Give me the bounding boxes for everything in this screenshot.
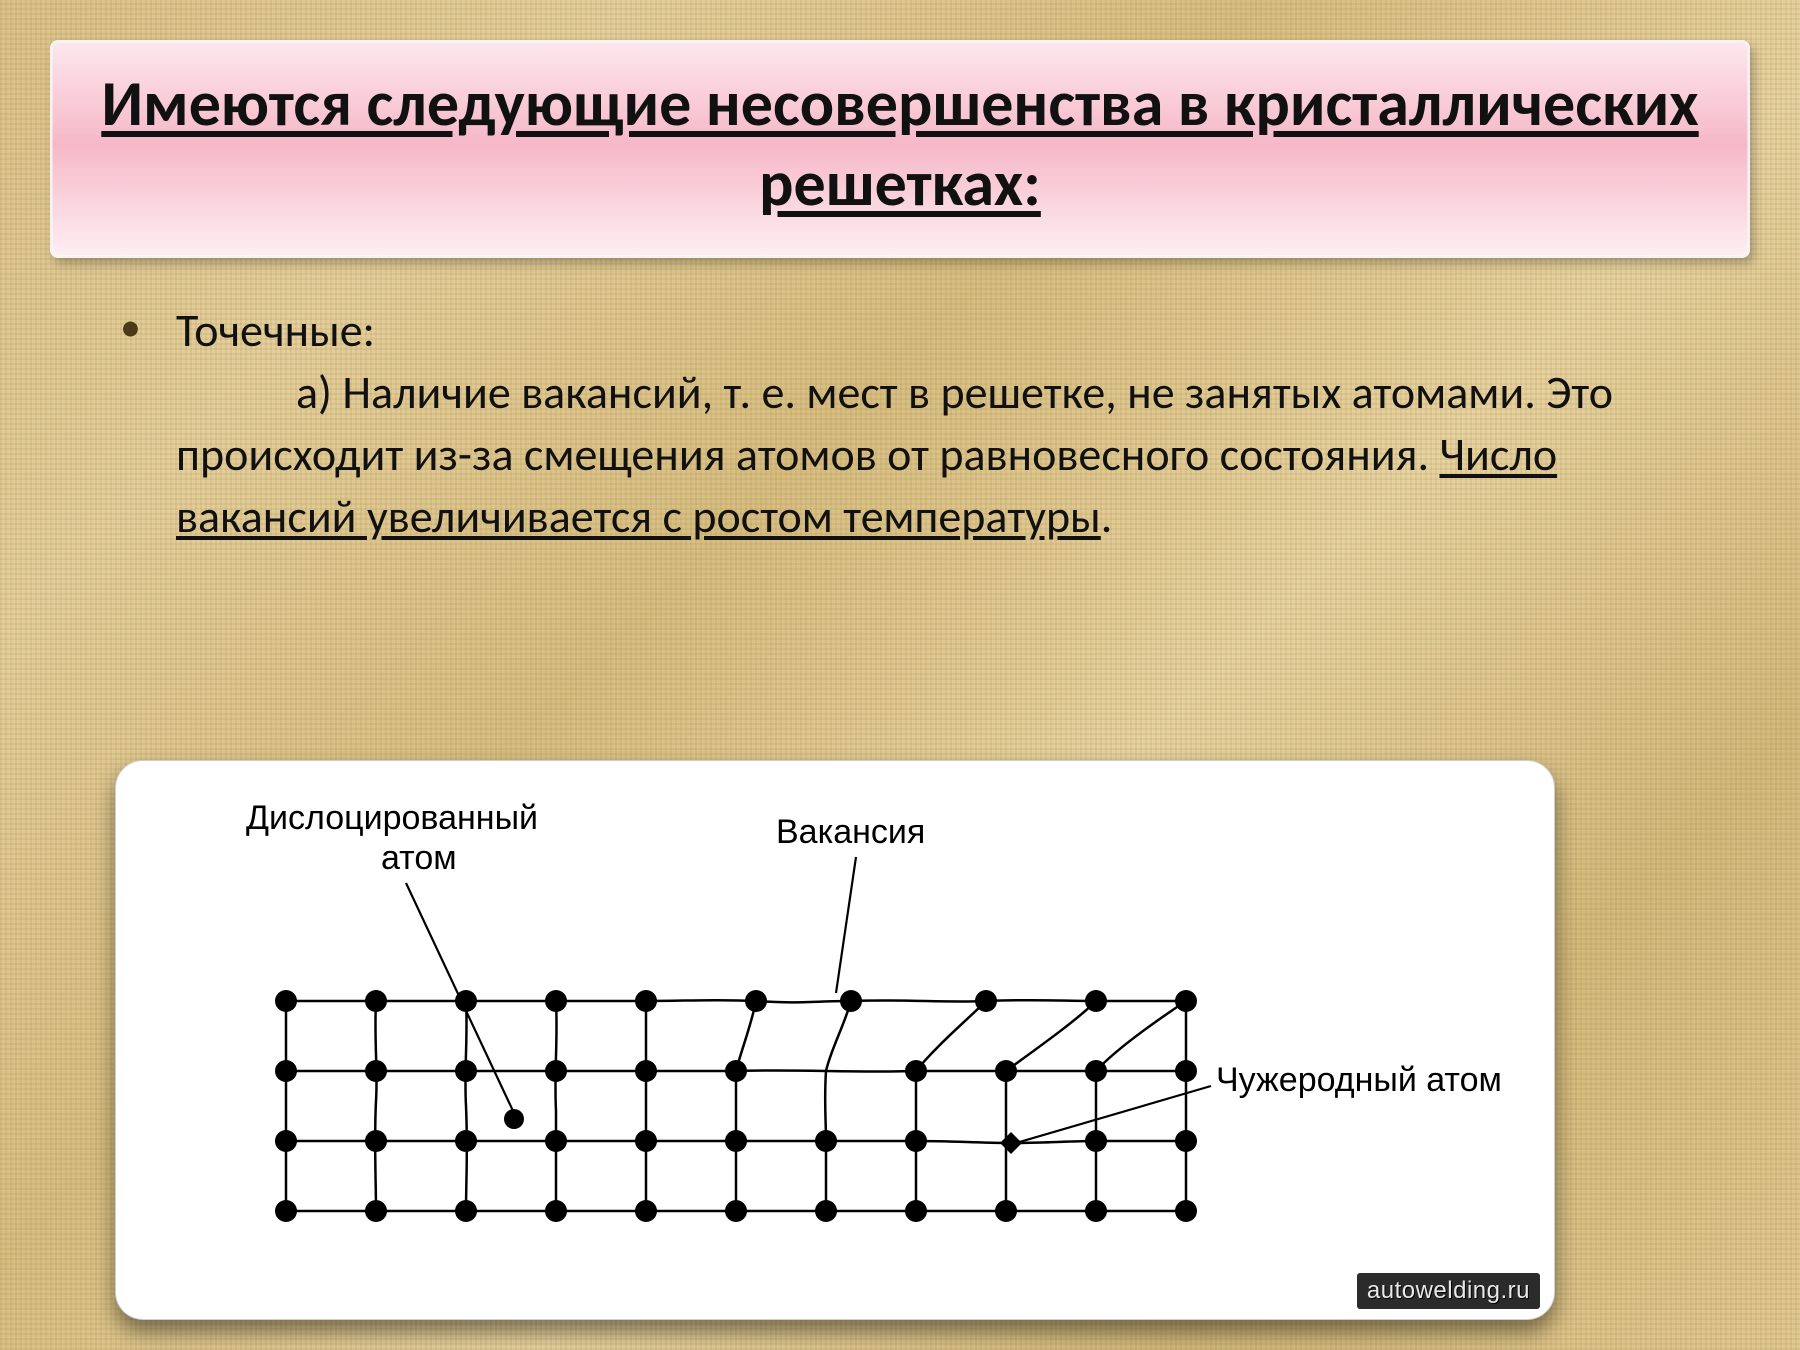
para-lead: а) Наличие вакансий, т. е. мест в решетк… [176, 365, 1613, 483]
svg-text:Дислоцированный: Дислоцированный [246, 799, 538, 837]
svg-text:атом: атом [381, 839, 457, 877]
para-tail: . [1101, 489, 1113, 545]
bullet-marker: • [120, 300, 176, 362]
lattice-diagram: Дислоцированныйатом Вакансия Чужеродный ат… [116, 761, 1556, 1321]
bullet-paragraph: а) Наличие вакансий, т. е. мест в решетк… [176, 362, 1720, 548]
bullet-head: Точечные: [176, 300, 375, 362]
title-box: Имеются следующие несовершенства в крист… [50, 40, 1750, 258]
diagram-card: Дислоцированныйатом Вакансия Чужеродный ат… [115, 760, 1555, 1320]
svg-text:Чужеродный атом: Чужеродный атом [1216, 1061, 1502, 1099]
svg-text:Вакансия: Вакансия [776, 813, 925, 851]
body-text: • Точечные: а) Наличие вакансий, т. е. м… [120, 300, 1720, 548]
watermark: autowelding.ru [1357, 1273, 1540, 1309]
slide-title: Имеются следующие несовершенства в крист… [82, 64, 1718, 224]
